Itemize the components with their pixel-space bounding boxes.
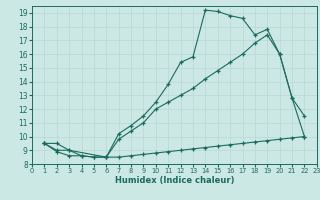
X-axis label: Humidex (Indice chaleur): Humidex (Indice chaleur) [115, 176, 234, 185]
